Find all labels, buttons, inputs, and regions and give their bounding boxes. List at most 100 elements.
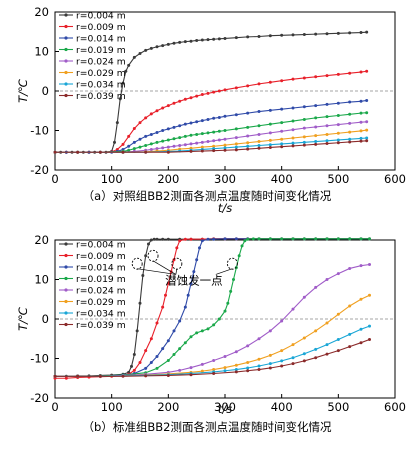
data-point [200, 329, 204, 333]
data-point [127, 144, 131, 148]
data-point [234, 136, 238, 140]
data-point [217, 317, 221, 321]
data-point [144, 150, 148, 154]
data-point [178, 99, 182, 103]
legend-label: r=0.009 m [76, 22, 126, 33]
x-tick-label: 0 [51, 172, 58, 186]
data-point [223, 369, 227, 373]
data-point [348, 71, 352, 75]
data-point [257, 237, 261, 241]
data-point [291, 343, 295, 347]
data-point [195, 141, 199, 145]
data-point [325, 74, 329, 78]
data-point [121, 142, 125, 146]
data-point [257, 124, 261, 128]
data-point [314, 104, 318, 108]
data-point [135, 329, 139, 333]
data-point [302, 336, 306, 340]
data-point [149, 132, 153, 136]
data-point [234, 145, 238, 149]
data-point [144, 48, 148, 52]
data-point [268, 131, 272, 135]
data-point [206, 140, 210, 144]
data-point [121, 81, 125, 85]
data-point [149, 337, 153, 341]
data-point [166, 281, 170, 285]
data-point [348, 266, 352, 270]
data-point [368, 338, 371, 342]
data-point [268, 122, 272, 126]
data-point [234, 363, 238, 367]
data-point [257, 357, 261, 361]
data-point [280, 33, 284, 37]
data-point [178, 124, 182, 128]
chart-panel-a: 0 100 200 300 400 500 600 -20 -10 0 10 20 t/s T/℃ r=0.… [16, 5, 406, 215]
data-point [189, 237, 193, 241]
x-tick-label: 600 [384, 400, 406, 414]
data-point [132, 140, 136, 144]
data-point [336, 101, 340, 105]
data-point [178, 239, 182, 243]
data-point [178, 136, 182, 140]
data-point [336, 338, 340, 342]
data-point [240, 244, 244, 248]
data-point [189, 142, 193, 146]
data-point [178, 368, 182, 372]
data-point [161, 347, 165, 351]
data-point [359, 237, 363, 241]
series-line [55, 263, 370, 377]
x-tick-label: 200 [157, 400, 179, 414]
data-point [138, 121, 142, 125]
annotation-circle [131, 257, 143, 270]
data-point [348, 140, 352, 144]
data-point [223, 88, 227, 92]
data-point [152, 237, 156, 241]
legend-label: r=0.029 m [76, 68, 126, 79]
data-point [280, 142, 284, 146]
data-point [365, 111, 369, 115]
legend-marker [64, 288, 68, 292]
data-point [132, 353, 136, 357]
data-point [314, 75, 318, 79]
data-point [359, 264, 363, 268]
data-point [200, 38, 204, 42]
series-line [55, 137, 367, 153]
data-point [368, 293, 371, 297]
legend-marker [64, 82, 68, 86]
data-point [206, 327, 210, 331]
data-point [149, 238, 153, 242]
x-tick-label: 600 [384, 172, 406, 186]
legend-marker [64, 253, 68, 258]
data-point [246, 134, 250, 138]
legend-marker [64, 242, 68, 246]
data-point [257, 110, 261, 114]
legend-label: r=0.034 m [76, 309, 126, 320]
data-point [189, 366, 193, 370]
legend-label: r=0.039 m [76, 91, 126, 102]
data-point [206, 131, 210, 135]
data-point [166, 237, 170, 241]
data-point [226, 301, 230, 305]
data-point [223, 146, 227, 150]
data-point [268, 329, 272, 333]
y-tick-label: 10 [34, 273, 49, 287]
data-point [348, 345, 352, 349]
data-point [257, 368, 261, 372]
data-point [132, 127, 136, 131]
data-point [212, 139, 216, 143]
annotation-pointer [152, 260, 177, 275]
data-point [155, 321, 159, 325]
data-point [280, 107, 284, 111]
data-point [314, 285, 318, 289]
y-tick-label: 20 [34, 233, 49, 247]
data-point [172, 144, 176, 148]
data-point [314, 347, 318, 351]
data-point [64, 376, 68, 380]
data-point [127, 148, 131, 152]
data-point [257, 82, 261, 86]
data-point [234, 36, 238, 40]
data-point [161, 129, 165, 132]
data-point [246, 111, 250, 115]
data-point [144, 366, 148, 370]
data-point [291, 356, 295, 360]
